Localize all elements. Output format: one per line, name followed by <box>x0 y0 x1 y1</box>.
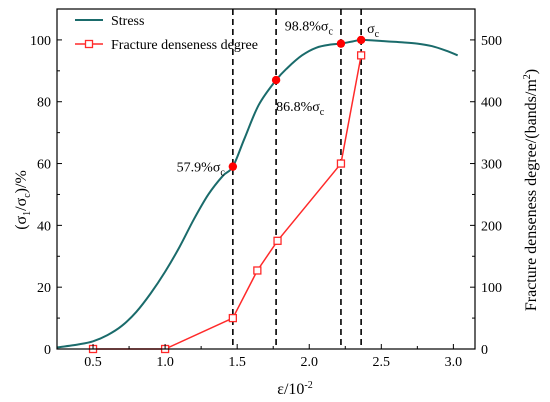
fracture-point <box>228 313 237 323</box>
y-left-tick-label: 40 <box>37 219 51 234</box>
y-left-tick-label: 100 <box>30 34 51 49</box>
fracture-point <box>336 159 346 168</box>
y-left-tick-label: 0 <box>44 343 51 358</box>
y-right-tick-label: 300 <box>481 158 502 173</box>
y-left-tick-label: 20 <box>37 281 51 296</box>
y-right-tick-label: 0 <box>481 343 488 358</box>
key-point-label: 86.8%σc <box>276 100 325 118</box>
y-axis-right-title: Fracture denseness degree/(bands/m2) <box>522 69 540 311</box>
series-line-stress <box>56 38 459 349</box>
key-point-label: 98.8%σc <box>285 20 334 38</box>
y-axis-left-title: (σ1/σc)/% <box>13 170 33 230</box>
fracture-point <box>253 266 262 275</box>
legend: Stress Fracture denseness degree <box>75 14 258 53</box>
x-tick-label: 3.0 <box>445 355 463 370</box>
key-point <box>356 35 366 45</box>
key-point-label: σc <box>367 22 380 40</box>
legend-label-fracture: Fracture denseness degree <box>111 38 258 53</box>
y-right-tick-label: 100 <box>481 281 502 296</box>
y-left-tick-label: 60 <box>37 158 51 173</box>
legend-swatch-fracture-marker <box>84 39 94 49</box>
legend-label-stress: Stress <box>111 14 144 29</box>
x-tick-label: 0.5 <box>84 355 102 370</box>
y-right-tick-label: 200 <box>481 219 502 234</box>
key-point-label: 57.9%σc <box>177 161 226 179</box>
y-left-tick-label: 80 <box>37 96 51 111</box>
x-tick-label: 1.5 <box>228 355 246 370</box>
key-point <box>228 162 238 171</box>
fracture-point <box>356 51 366 60</box>
y-right-tick-label: 400 <box>481 96 502 111</box>
x-axis-title: ε/10-2 <box>277 380 313 398</box>
vertical-marker-lines <box>232 9 362 349</box>
x-tick-label: 2.5 <box>373 355 391 370</box>
key-point <box>336 39 346 48</box>
series-layer <box>56 38 459 354</box>
plot-frame <box>56 8 476 350</box>
x-tick-label: 1.0 <box>156 355 174 370</box>
series-line-fracture <box>93 55 362 350</box>
fracture-point <box>273 236 282 245</box>
key-points: 57.9%σc 86.8%σc 98.8%σc σc <box>177 20 380 179</box>
y-right-tick-label: 500 <box>481 34 502 49</box>
axes: 0.5 1.0 1.5 2.0 2.5 3.0 0 20 40 60 80 100 0 100 200 300… <box>30 8 502 370</box>
x-tick-label: 2.0 <box>300 355 318 370</box>
key-point <box>271 75 281 85</box>
